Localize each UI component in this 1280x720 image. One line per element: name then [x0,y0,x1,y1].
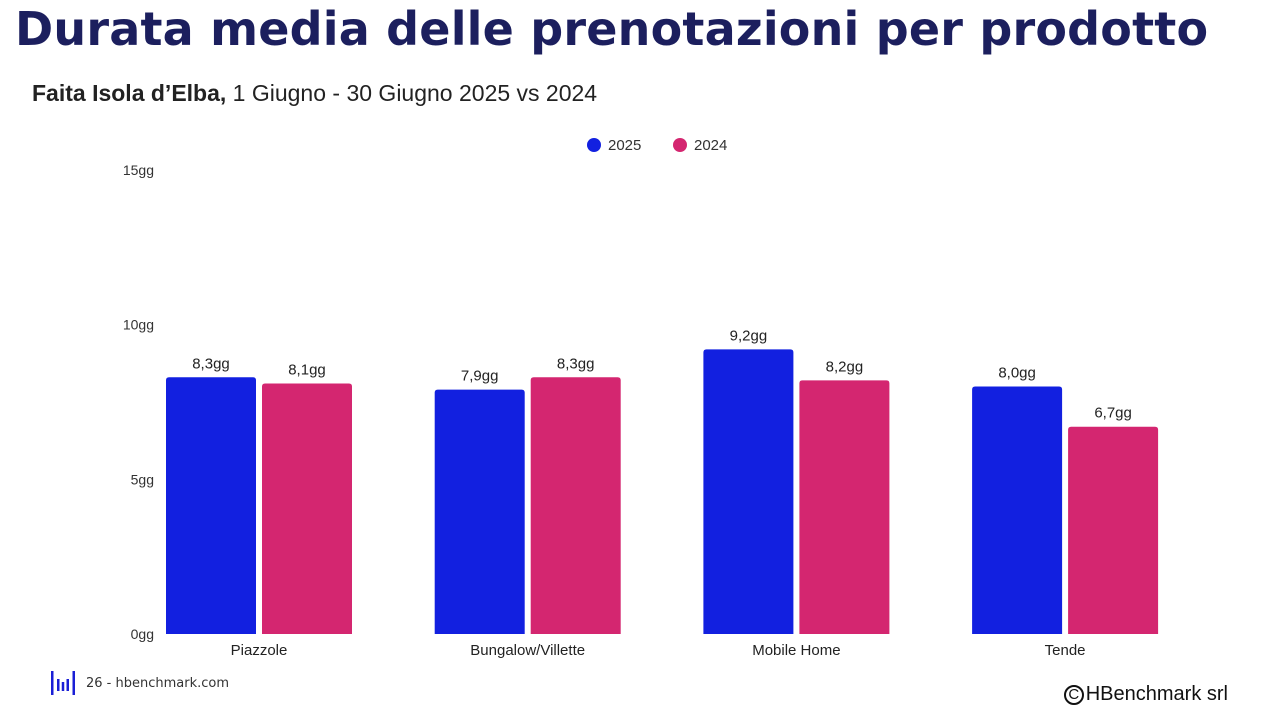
x-category-label: Mobile Home [752,642,840,659]
bar-2025-1 [434,389,525,634]
bar-value-label: 8,1gg [288,361,326,378]
x-category-label: Piazzole [231,642,288,659]
x-category-label: Tende [1045,642,1086,659]
subtitle: Faita Isola d’Elba, 1 Giugno - 30 Giugno… [32,80,597,107]
footer: 26 - hbenchmark.com [50,670,229,696]
page-title: Durata media delle prenotazioni per prod… [15,2,1209,56]
copyright: C HBenchmark srl [1063,683,1228,706]
bar-value-label: 8,0gg [998,365,1036,382]
y-tick-label: 0gg [131,626,154,642]
copyright-text: HBenchmark srl [1085,683,1228,705]
bar-value-label: 8,3gg [192,355,230,372]
legend-marker-2024 [673,138,687,152]
copyright-icon: C [1063,684,1084,705]
bar-value-label: 6,7gg [1094,405,1132,422]
x-category-label: Bungalow/Villette [470,642,585,659]
bar-2025-2 [703,349,794,634]
bar-2025-3 [972,386,1063,634]
legend-label-2024: 2024 [694,137,727,154]
legend-label-2025: 2025 [608,137,641,154]
y-tick-label: 5gg [131,471,154,487]
bar-value-label: 7,9gg [461,368,499,385]
bar-2025-0 [166,377,256,634]
bar-value-label: 8,2gg [826,358,864,375]
bar-2024-2 [799,380,890,634]
bar-value-label: 8,3gg [557,355,595,372]
bar-chart: 2025 2024 0gg 5gg 10gg 15gg 8,3gg 8,1gg Piazzole… [123,137,1159,659]
y-tick-label: 15gg [123,162,154,178]
y-tick-label: 10gg [123,317,154,333]
bar-2024-3 [1068,426,1159,634]
subtitle-period: 1 Giugno - 30 Giugno 2025 vs 2024 [226,80,598,106]
subtitle-location: Faita Isola d’Elba, [32,80,227,106]
bar-2024-0 [262,383,352,634]
bar-value-label: 9,2gg [730,327,768,344]
hbenchmark-logo-icon [51,671,75,695]
bar-2024-1 [530,377,621,634]
page-number-site: 26 - hbenchmark.com [86,675,230,691]
legend-marker-2025 [587,138,601,152]
